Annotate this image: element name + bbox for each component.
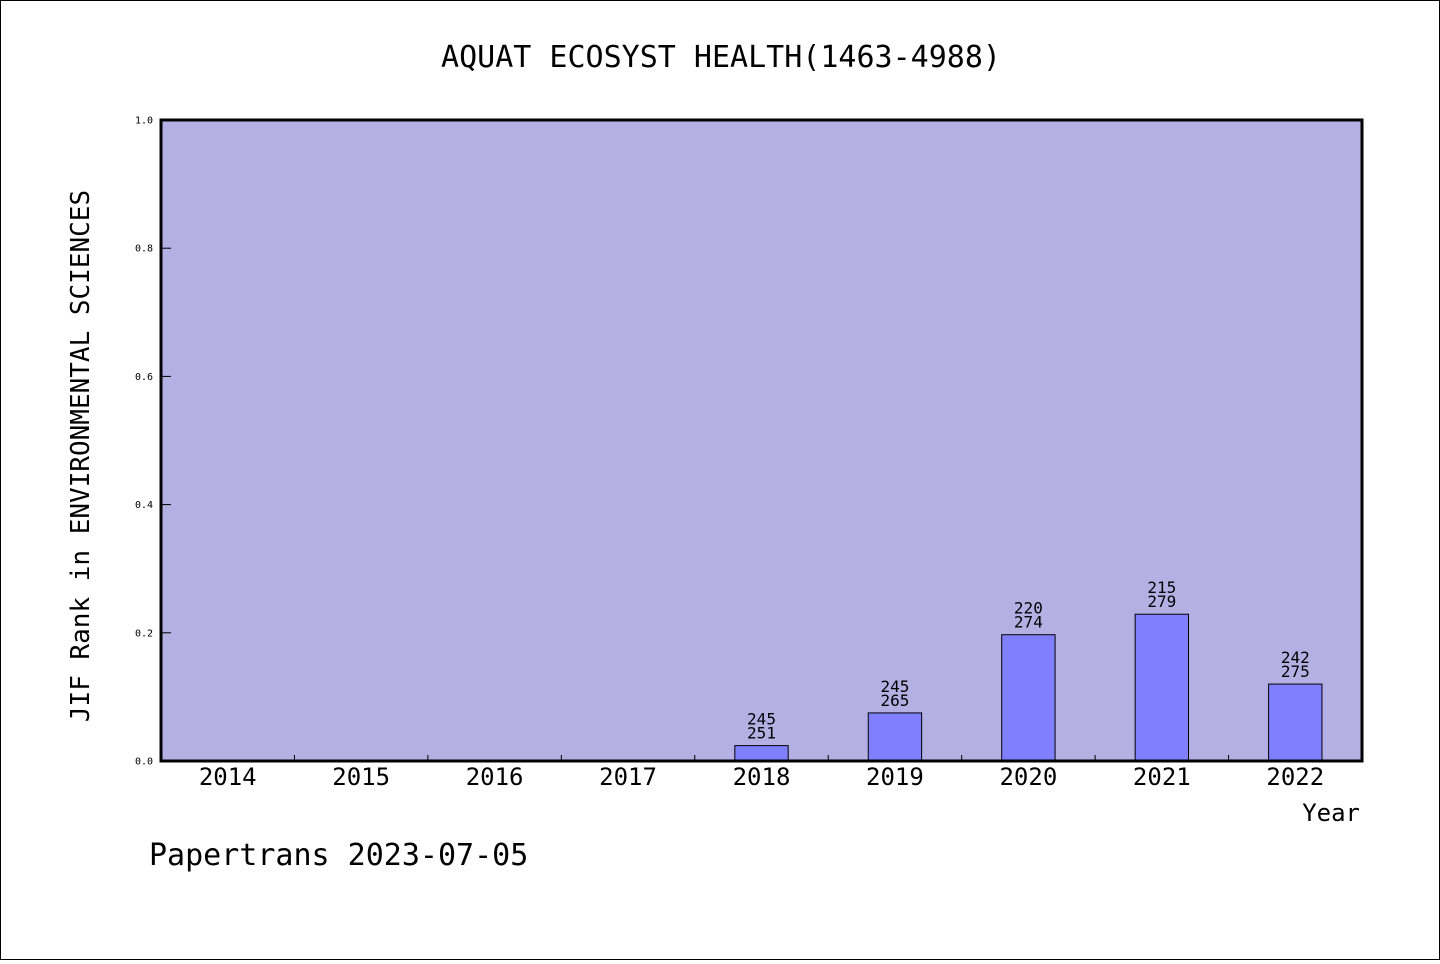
bar-2022 (1268, 683, 1323, 762)
bar-label-total: 274 (1014, 613, 1043, 632)
bar-label-rank: 220 (1014, 599, 1043, 618)
x-tick-label: 2020 (999, 763, 1057, 791)
x-tick-label: 2017 (599, 763, 657, 791)
y-tick-label: 0.0 (135, 757, 153, 768)
y-tick-label: 1.0 (135, 116, 153, 127)
y-tick-label: 0.6 (135, 372, 153, 383)
bar-2018 (734, 745, 789, 762)
x-tick-label: 2015 (332, 763, 390, 791)
y-axis-label: JIF Rank in ENVIRONMENTAL SCIENCES (66, 190, 96, 722)
bar-label-rank: 242 (1281, 648, 1310, 667)
y-tick-label: 0.8 (135, 244, 153, 255)
x-tick-label: 2019 (866, 763, 924, 791)
bar-label-rank: 215 (1147, 578, 1176, 597)
bar-label-rank: 245 (880, 677, 909, 696)
x-tick-label: 2014 (199, 763, 257, 791)
bar-2020 (1001, 634, 1056, 762)
y-axis-ticks: 0.0 0.2 0.4 0.6 0.8 1.0 (135, 116, 171, 768)
bar-label-total: 265 (880, 691, 909, 710)
footer-credit: Papertrans 2023-07-05 (149, 838, 528, 873)
bar-label-total: 279 (1147, 592, 1176, 611)
bar-label-total: 251 (747, 724, 776, 743)
x-tick-label: 2018 (733, 763, 791, 791)
x-tick-label: 2022 (1266, 763, 1324, 791)
x-tick-label: 2016 (466, 763, 524, 791)
bars-group (734, 613, 1323, 762)
bar-2021 (1134, 613, 1190, 762)
y-tick-label: 0.4 (135, 500, 153, 511)
plot-frame (159, 118, 1364, 763)
y-tick-label: 0.2 (135, 628, 153, 639)
chart-title: AQUAT ECOSYST HEALTH(1463-4988) (441, 40, 1001, 75)
bar-label-rank: 245 (747, 710, 776, 729)
x-axis-label: Year (1302, 799, 1360, 827)
x-axis-ticks: 2014 2015 2016 2017 2018 2019 2020 2021 2022 (199, 755, 1324, 791)
bar-2019 (867, 712, 923, 762)
bar-label-total: 275 (1281, 662, 1310, 681)
x-tick-label: 2021 (1133, 763, 1191, 791)
